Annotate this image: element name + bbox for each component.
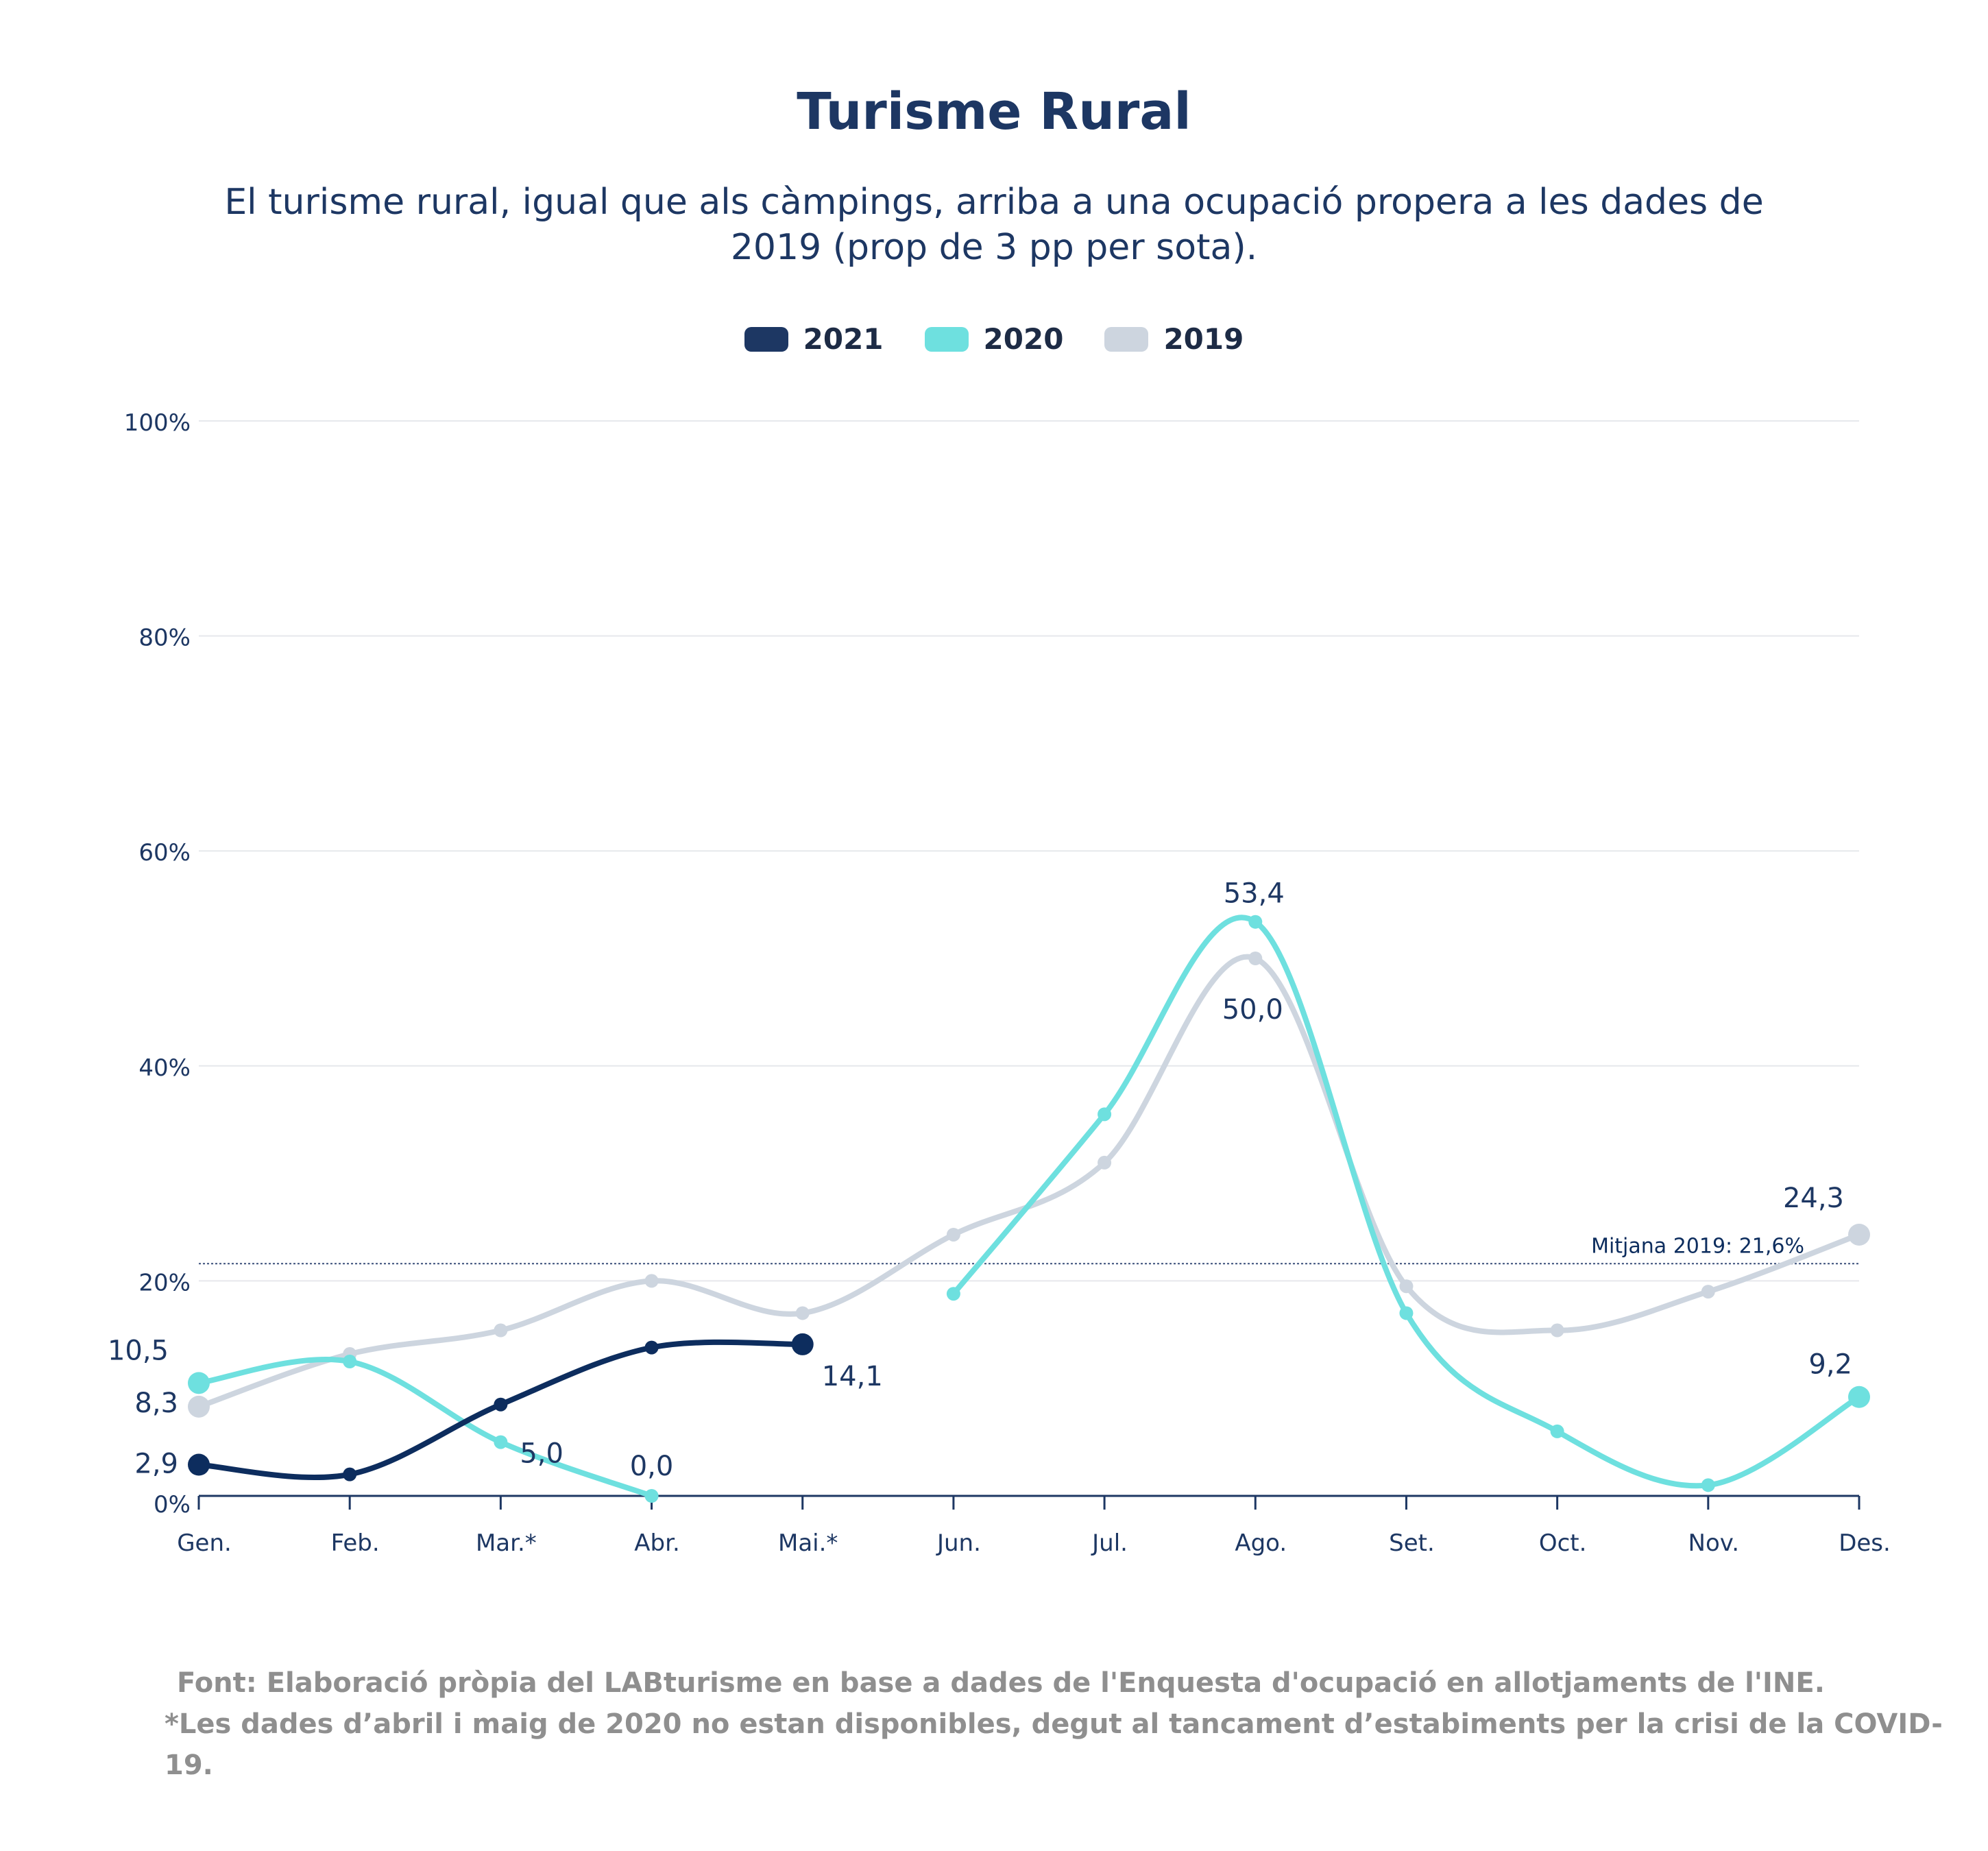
x-tick-label: Des. <box>1839 1529 1891 1557</box>
x-tick-label: Abr. <box>634 1529 680 1557</box>
data-label: 50,0 <box>1222 994 1283 1026</box>
series-line-2020 <box>950 915 1862 1489</box>
data-point-2020 <box>494 1435 508 1449</box>
data-point-2020 <box>188 1372 210 1394</box>
data-point-2019 <box>644 1274 659 1288</box>
series-line-2020 <box>196 1357 655 1499</box>
data-point-2021 <box>343 1467 357 1481</box>
x-tick-label: Jun. <box>936 1529 981 1557</box>
legend-swatch-2019 <box>1104 326 1149 352</box>
legend-item-2021[interactable]: 2021 <box>744 322 884 356</box>
data-point-2020 <box>343 1355 357 1368</box>
data-label: 24,3 <box>1783 1183 1844 1214</box>
data-point-2019 <box>1701 1285 1715 1299</box>
data-point-2019 <box>494 1323 508 1338</box>
x-tick-label: Mai.* <box>778 1529 838 1557</box>
data-point-2020 <box>1550 1424 1564 1438</box>
legend-label-2021: 2021 <box>803 322 884 356</box>
y-tick-label: 0% <box>154 1491 191 1519</box>
source-note: Font: Elaboració pròpia del LABturisme e… <box>177 1667 1825 1699</box>
legend-swatch-2021 <box>744 326 788 352</box>
data-label: 0,0 <box>630 1451 674 1482</box>
series-line-2019 <box>196 954 1862 1410</box>
data-point-2020 <box>1701 1478 1715 1492</box>
y-tick-label: 40% <box>138 1054 191 1082</box>
data-point-2019 <box>188 1395 210 1418</box>
x-tick-label: Nov. <box>1688 1529 1740 1557</box>
data-label: 53,4 <box>1224 878 1285 910</box>
chart-subtitle: El turisme rural, igual que als càmpings… <box>224 182 1764 268</box>
data-label: 14,1 <box>822 1361 883 1392</box>
data-point-2019 <box>1399 1279 1414 1294</box>
data-label: 2,9 <box>134 1449 178 1480</box>
legend: 2021 2020 2019 <box>0 322 1988 356</box>
x-tick-label: Mar.* <box>476 1529 537 1557</box>
legend-label-2019: 2019 <box>1163 322 1244 356</box>
legend-item-2019[interactable]: 2019 <box>1104 322 1244 356</box>
data-point-2019 <box>1248 952 1263 965</box>
data-point-2020 <box>644 1489 659 1503</box>
data-point-2019 <box>1098 1155 1112 1170</box>
x-tick-label: Jul. <box>1091 1529 1128 1557</box>
y-tick-label: 20% <box>138 1269 191 1296</box>
data-point-2020 <box>1848 1386 1870 1408</box>
data-label: 9,2 <box>1808 1349 1852 1381</box>
data-label: 10,5 <box>108 1335 169 1366</box>
legend-label-2020: 2020 <box>983 322 1064 356</box>
data-point-2019 <box>1848 1223 1870 1246</box>
data-point-2019 <box>946 1227 960 1242</box>
data-point-2021 <box>791 1333 814 1355</box>
data-point-2021 <box>494 1397 508 1412</box>
data-point-2020 <box>1098 1107 1112 1122</box>
data-label: 8,3 <box>134 1388 178 1419</box>
data-point-2019 <box>1550 1323 1564 1338</box>
y-tick-label: 100% <box>124 409 191 437</box>
x-tick-label: Gen. <box>177 1529 232 1557</box>
data-point-2021 <box>644 1340 659 1355</box>
data-label: 5,0 <box>520 1438 563 1470</box>
data-point-2021 <box>188 1453 210 1476</box>
y-tick-label: 80% <box>138 625 191 652</box>
legend-item-2020[interactable]: 2020 <box>924 322 1064 356</box>
data-point-2020 <box>1248 915 1263 929</box>
data-point-2020 <box>1399 1306 1414 1320</box>
x-tick-label: Ago. <box>1235 1529 1287 1557</box>
chart-title: Turisme Rural <box>797 82 1191 141</box>
covid-note: *Les dades d’abril i maig de 2020 no est… <box>165 1708 1943 1781</box>
data-point-2020 <box>946 1287 960 1301</box>
footer: Font: Elaboració pròpia del LABturisme e… <box>165 1662 1947 1786</box>
data-point-2019 <box>795 1306 810 1320</box>
x-tick-label: Set. <box>1389 1529 1435 1557</box>
x-tick-label: Feb. <box>331 1529 380 1557</box>
reference-line-label: Mitjana 2019: 21,6% <box>1591 1234 1804 1258</box>
legend-swatch-2020 <box>924 326 969 352</box>
y-tick-label: 60% <box>138 839 191 867</box>
x-tick-label: Oct. <box>1539 1529 1587 1557</box>
